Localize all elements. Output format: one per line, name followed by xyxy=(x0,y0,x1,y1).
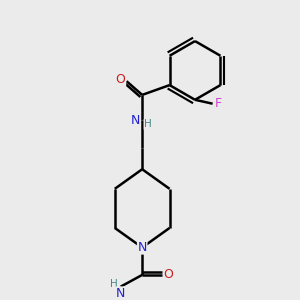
Text: N: N xyxy=(116,287,125,300)
Text: N: N xyxy=(131,114,140,127)
Text: F: F xyxy=(215,97,222,110)
Text: H: H xyxy=(110,279,118,289)
Text: O: O xyxy=(116,73,126,86)
Text: O: O xyxy=(164,268,173,281)
Text: H: H xyxy=(144,119,152,129)
Text: N: N xyxy=(137,241,147,254)
